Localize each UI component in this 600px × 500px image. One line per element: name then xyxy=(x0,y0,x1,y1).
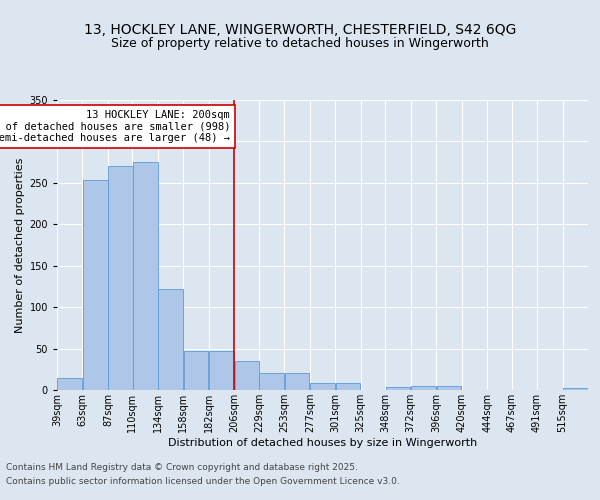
Bar xyxy=(259,374,284,390)
Bar xyxy=(133,162,158,390)
Text: Contains HM Land Registry data © Crown copyright and database right 2025.: Contains HM Land Registry data © Crown c… xyxy=(6,464,358,472)
Y-axis label: Number of detached properties: Number of detached properties xyxy=(15,158,25,332)
Bar xyxy=(109,166,133,390)
Bar xyxy=(158,289,183,390)
X-axis label: Distribution of detached houses by size in Wingerworth: Distribution of detached houses by size … xyxy=(168,438,477,448)
Bar xyxy=(58,378,82,390)
Bar xyxy=(209,351,234,390)
Bar xyxy=(437,386,461,390)
Bar xyxy=(235,361,259,390)
Text: Contains public sector information licensed under the Open Government Licence v3: Contains public sector information licen… xyxy=(6,477,400,486)
Bar xyxy=(83,180,107,390)
Text: Size of property relative to detached houses in Wingerworth: Size of property relative to detached ho… xyxy=(111,38,489,51)
Bar xyxy=(184,351,208,390)
Bar xyxy=(284,374,310,390)
Bar xyxy=(310,382,335,390)
Bar xyxy=(563,388,587,390)
Bar xyxy=(386,386,410,390)
Bar xyxy=(411,386,436,390)
Text: 13, HOCKLEY LANE, WINGERWORTH, CHESTERFIELD, S42 6QG: 13, HOCKLEY LANE, WINGERWORTH, CHESTERFI… xyxy=(84,22,516,36)
Text: 13 HOCKLEY LANE: 200sqm
← 95% of detached houses are smaller (998)
5% of semi-de: 13 HOCKLEY LANE: 200sqm ← 95% of detache… xyxy=(0,110,230,143)
Bar xyxy=(335,382,361,390)
